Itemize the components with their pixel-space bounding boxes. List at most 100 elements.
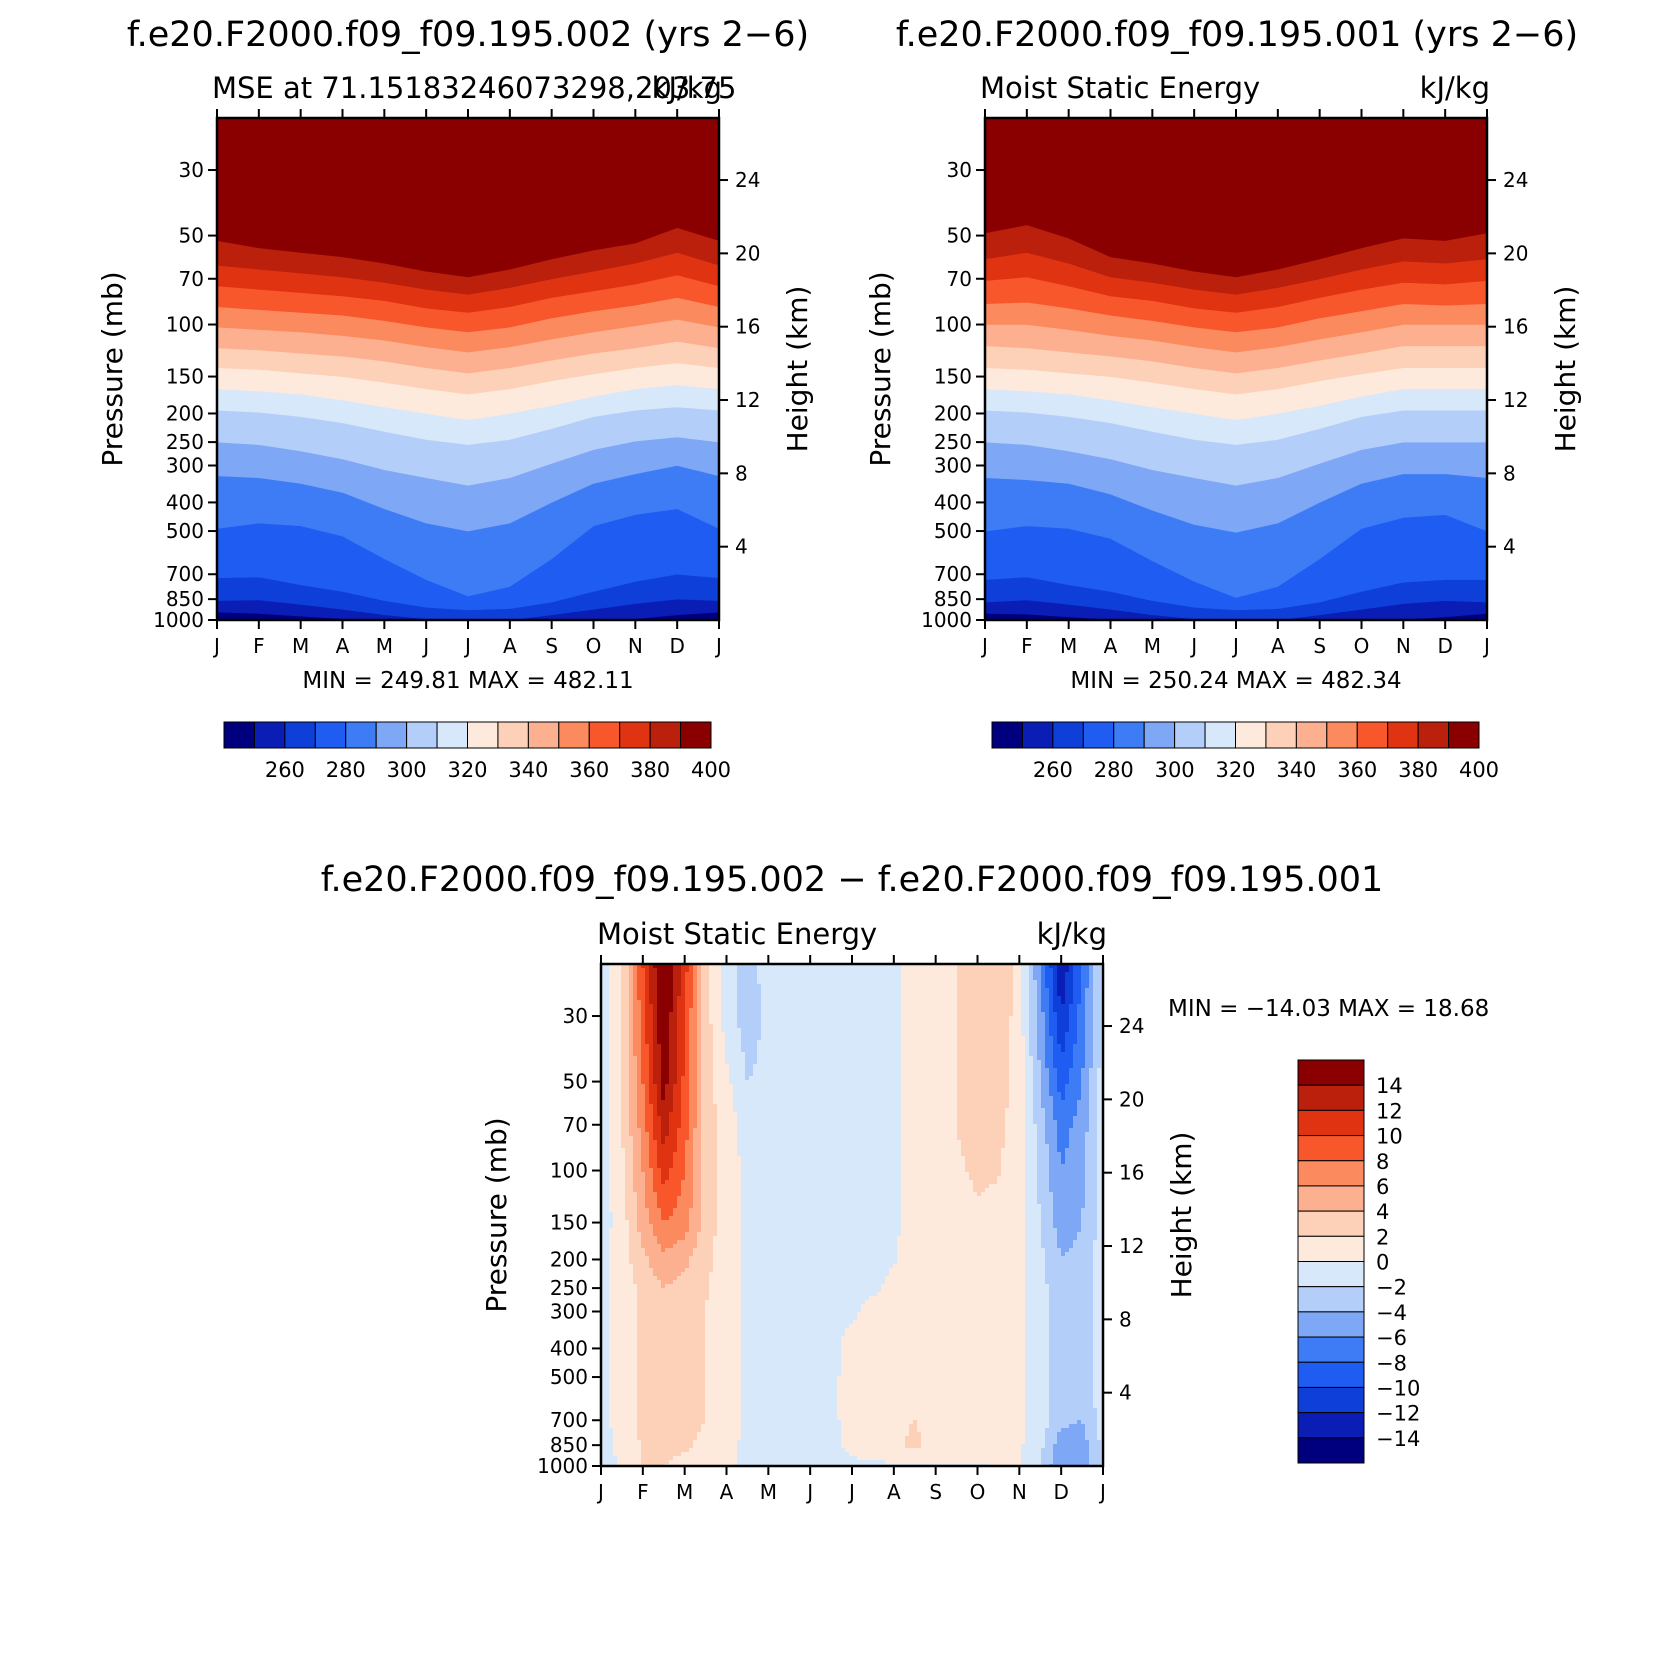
contour-cell (693, 1120, 698, 1125)
contour-cell (617, 1420, 622, 1425)
contour-cell (649, 1424, 654, 1429)
contour-cell (745, 1444, 750, 1449)
contour-cell (741, 1424, 746, 1429)
contour-cell (621, 1052, 626, 1057)
colorbar-box (588, 721, 621, 749)
contour-cell (733, 1032, 738, 1037)
contour-cell (645, 972, 650, 977)
colorbar-box (314, 721, 347, 749)
contour-cell (717, 1020, 722, 1025)
contour-cell (617, 1140, 622, 1145)
contour-cell (657, 964, 662, 969)
contour-cell (653, 1224, 658, 1229)
contour-cell (621, 1076, 626, 1081)
contour-cell (725, 1352, 730, 1357)
contour-cell (681, 1292, 686, 1297)
contour-cell (677, 1080, 682, 1085)
contour-cell (717, 1400, 722, 1405)
contour-cell (657, 1072, 662, 1077)
contour-cell (729, 1124, 734, 1129)
contour-cell (709, 1348, 714, 1353)
contour-cell (725, 1336, 730, 1341)
contour-cell (645, 1128, 650, 1133)
contour-cell (637, 1144, 642, 1149)
contour-cell (697, 1388, 702, 1393)
contour-cell (713, 1364, 718, 1369)
contour-cell (701, 1104, 706, 1109)
contour-cell (613, 1148, 618, 1153)
contour-cell (717, 1068, 722, 1073)
contour-cell (733, 1188, 738, 1193)
contour-cell (717, 1148, 722, 1153)
contour-cell (657, 1372, 662, 1377)
contour-cell (673, 1164, 678, 1169)
contour-cell (673, 1244, 678, 1249)
contour-cell (637, 1216, 642, 1221)
contour-cell (725, 1368, 730, 1373)
contour-cell (669, 1340, 674, 1345)
contour-cell (713, 1436, 718, 1441)
contour-cell (669, 1200, 674, 1205)
contour-cell (713, 1416, 718, 1421)
contour-cell (625, 1024, 630, 1029)
contour-cell (737, 1288, 742, 1293)
contour-cell (701, 1168, 706, 1173)
contour-cell (621, 1364, 626, 1369)
contour-cell (741, 1060, 746, 1065)
contour-cell (733, 1092, 738, 1097)
contour-cell (733, 1256, 738, 1261)
contour-cell (621, 1376, 626, 1381)
contour-cell (665, 1260, 670, 1265)
contour-cell (705, 1396, 710, 1401)
contour-cell (673, 1200, 678, 1205)
contour-cell (697, 1256, 702, 1261)
contour-cell (721, 1088, 726, 1093)
contour-cell (625, 1348, 630, 1353)
contour-cell (741, 1280, 746, 1285)
contour-cell (681, 1240, 686, 1245)
contour-cell (693, 1012, 698, 1017)
contour-cell (741, 1408, 746, 1413)
contour-cell (625, 992, 630, 997)
contour-cell (653, 1156, 658, 1161)
contour-cell (729, 1004, 734, 1009)
contour-cell (657, 1252, 662, 1257)
contour-cell (637, 1368, 642, 1373)
contour-cell (677, 980, 682, 985)
contour-cell (649, 1432, 654, 1437)
contour-cell (729, 1324, 734, 1329)
contour-cell (681, 1216, 686, 1221)
contour-cell (705, 1080, 710, 1085)
contour-cell (657, 1420, 662, 1425)
contour-cell (613, 1072, 618, 1077)
contour-cell (653, 972, 658, 977)
contour-cell (701, 1016, 706, 1021)
contour-cell (677, 1280, 682, 1285)
contour-cell (637, 1008, 642, 1013)
contour-cell (725, 1096, 730, 1101)
contour-cell (673, 1140, 678, 1145)
contour-cell (601, 1120, 606, 1125)
contour-cell (601, 1300, 606, 1305)
contour-cell (649, 1224, 654, 1229)
contour-cell (673, 1312, 678, 1317)
contour-cell (629, 1128, 634, 1133)
contour-cell (613, 1372, 618, 1377)
contour-cell (725, 1392, 730, 1397)
contour-cell (721, 1308, 726, 1313)
contour-cell (609, 1188, 614, 1193)
contour-cell (685, 1052, 690, 1057)
contour-cell (665, 1048, 670, 1053)
contour-cell (677, 1240, 682, 1245)
contour-cell (645, 1012, 650, 1017)
contour-cell (725, 1080, 730, 1085)
contour-cell (629, 1252, 634, 1257)
contour-cell (637, 1072, 642, 1077)
contour-cell (729, 1088, 734, 1093)
contour-cell (649, 964, 654, 969)
contour-cell (665, 980, 670, 985)
contour-cell (637, 1176, 642, 1181)
y-tick-label: 200 (934, 401, 972, 425)
contour-cell (729, 1052, 734, 1057)
contour-cell (621, 1392, 626, 1397)
